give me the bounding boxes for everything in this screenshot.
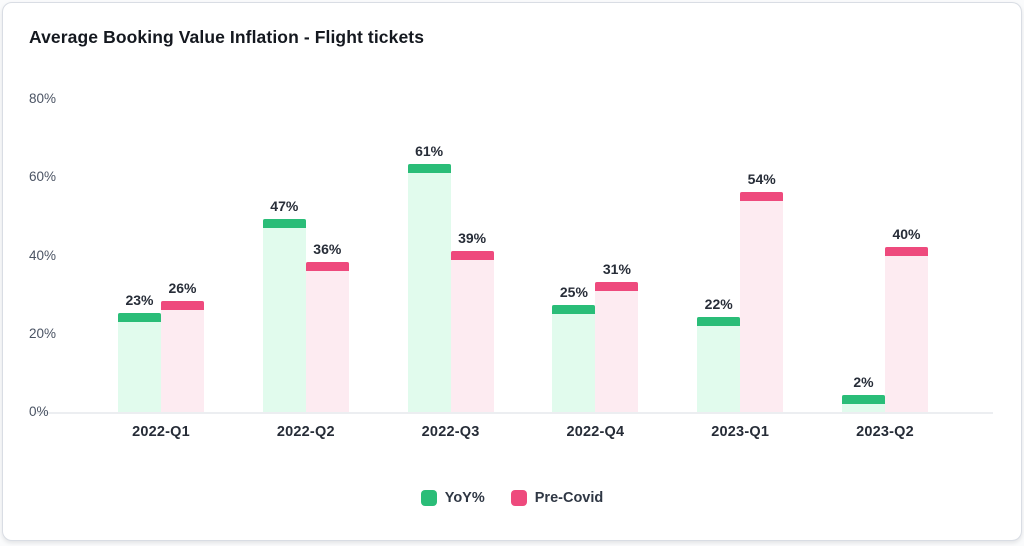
bar-cap [262,219,306,228]
bar-pre-covid-2022-q2[interactable] [305,262,349,412]
bar-yoy-2023-q2[interactable] [842,395,885,412]
legend-item-yoy[interactable]: YoY% [420,490,485,506]
y-axis-tick-label: 60% [29,169,57,185]
legend-label: Pre-Covid [534,490,604,506]
bar-value-label: 31% [602,261,631,277]
y-axis-tick-label: 0% [29,404,49,419]
bar-value-label: 54% [747,171,776,187]
bar-value-label: 36% [313,241,342,257]
bar-cap [118,313,161,322]
x-axis-baseline [35,412,993,414]
category-label-2022-q2: 2022-Q2 [276,424,335,440]
legend-swatch [420,490,437,506]
chart-title: Average Booking Value Inflation - Flight… [29,27,425,47]
bar-value-label: 2% [853,374,874,390]
category-label-2022-q1: 2022-Q1 [132,424,190,440]
bar-cap [697,317,741,326]
y-axis-tick-label: 40% [29,247,57,263]
bar-yoy-2022-q3[interactable] [407,164,451,412]
bar-cap [885,247,928,256]
bar-pre-covid-2023-q1[interactable] [740,192,784,412]
category-label-2023-q2: 2023-Q2 [856,424,914,440]
bar-cap [595,282,639,291]
bar-value-label: 23% [125,292,154,308]
bar-pre-covid-2023-q2[interactable] [885,247,928,412]
bar-yoy-2022-q4[interactable] [552,305,596,412]
bar-value-label: 22% [704,296,733,312]
y-axis-tick-label: 80% [29,91,57,107]
bar-cap [305,262,349,271]
bar-cap [407,164,451,173]
category-label-2022-q3: 2022-Q3 [421,424,480,440]
bar-cap [842,395,885,404]
bar-pre-covid-2022-q4[interactable] [595,282,639,412]
bar-yoy-2022-q1[interactable] [118,313,161,412]
bar-value-label: 40% [892,226,921,242]
bar-value-label: 26% [168,280,197,296]
chart-legend: YoY% Pre-Covid [3,490,1021,506]
category-label-2022-q4: 2022-Q4 [566,424,625,440]
bar-cap [161,301,204,310]
bar-pre-covid-2022-q3[interactable] [450,251,494,412]
bar-value-label: 61% [415,143,444,159]
legend-swatch [510,490,527,506]
bar-value-label: 25% [559,284,588,300]
category-label-2023-q1: 2023-Q1 [711,424,770,440]
legend-item-pre-covid[interactable]: Pre-Covid [510,490,604,506]
y-axis-tick-label: 20% [29,325,57,341]
bar-pre-covid-2022-q1[interactable] [161,301,204,412]
bar-yoy-2022-q2[interactable] [262,219,306,412]
bar-cap [552,305,596,314]
bar-value-label: 39% [458,230,487,246]
bar-cap [450,251,494,260]
bar-yoy-2023-q1[interactable] [697,317,741,412]
legend-label: YoY% [444,490,485,506]
bar-cap [740,192,784,201]
bar-value-label: 47% [270,198,299,214]
chart-plot: 80% 60% 40% 20% 0% 23% 26% 2022-Q1 47% 36% 2022-Q2… [3,3,1021,540]
